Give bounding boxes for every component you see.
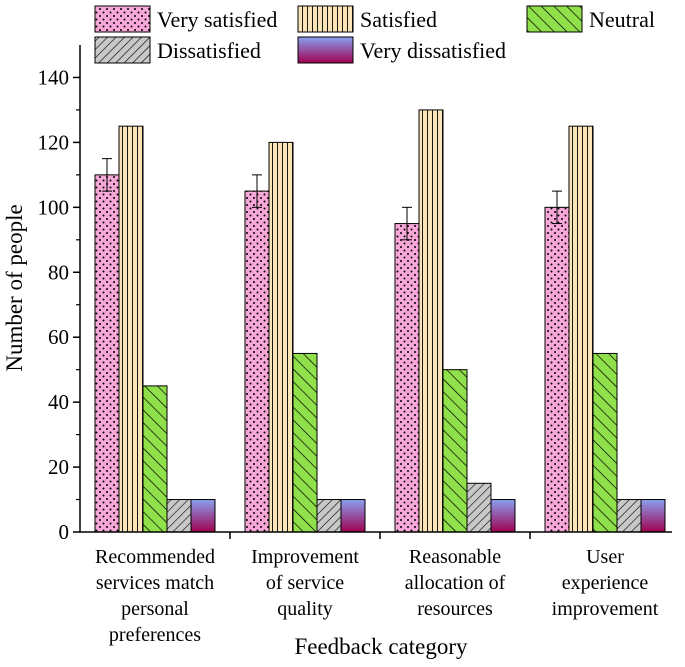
x-tick-label-line: Reasonable [409, 546, 501, 568]
legend-swatch-satisfied [297, 5, 354, 33]
legend-item-very-dissatisfied: Very dissatisfied [297, 36, 506, 64]
bar-neutral-3 [442, 369, 468, 533]
error-bar-very-satisfied-1 [102, 158, 112, 192]
x-tick-label-line: services match [96, 572, 214, 594]
legend-swatch-very-dissatisfied [297, 36, 354, 64]
x-tick-label-line: improvement [552, 598, 659, 620]
x-tick-label-4: User experience improvement [552, 546, 659, 620]
x-tick-label-line: allocation of [405, 572, 506, 594]
bar-dissatisfied-4 [616, 499, 642, 533]
x-tick-label-line: of service [266, 572, 344, 594]
error-bar-very-satisfied-4 [552, 190, 562, 225]
y-axis-title: Number of people [2, 204, 27, 371]
bar-very-dissatisfied-1 [190, 499, 216, 533]
y-tick-label-40: 40 [48, 390, 69, 414]
bar-very-satisfied-2 [244, 190, 270, 533]
error-bar-very-satisfied-3 [402, 206, 412, 241]
legend-swatch-very-satisfied [94, 5, 151, 33]
x-axis-title: Feedback category [294, 634, 468, 659]
legend-item-dissatisfied: Dissatisfied [94, 36, 261, 64]
bar-satisfied-4 [568, 125, 594, 533]
y-tick-label-120: 120 [38, 130, 70, 154]
bar-very-satisfied-4 [544, 206, 570, 533]
bar-dissatisfied-3 [466, 482, 492, 533]
legend-label-dissatisfied: Dissatisfied [157, 38, 261, 63]
y-tick-label-60: 60 [48, 325, 69, 349]
legend-item-neutral: Neutral [526, 5, 655, 33]
legend-swatch-dissatisfied [94, 36, 151, 64]
x-tick-label-line: quality [277, 598, 333, 620]
bar-dissatisfied-2 [316, 499, 342, 533]
bar-dissatisfied-1 [166, 499, 192, 533]
x-tick-label-line: User [586, 546, 624, 568]
bar-satisfied-2 [268, 141, 294, 533]
bar-very-dissatisfied-2 [340, 499, 366, 533]
x-tick-label-1: Recommended services match personal prefere… [95, 546, 215, 646]
legend: Very satisfied Satisfied Neutral Dissatisfi… [94, 5, 655, 64]
y-tick-label-100: 100 [38, 195, 70, 219]
legend-swatch-neutral [526, 5, 583, 33]
x-tick-label-line: Improvement [251, 546, 359, 568]
bars-layer [94, 109, 666, 533]
bar-neutral-4 [592, 352, 618, 533]
legend-label-satisfied: Satisfied [360, 7, 437, 32]
x-tick-label-line: resources [417, 598, 493, 620]
legend-label-very-satisfied: Very satisfied [157, 7, 277, 32]
bar-neutral-2 [292, 352, 318, 533]
y-tick-label-80: 80 [48, 260, 69, 284]
bar-very-satisfied-1 [94, 174, 120, 533]
y-tick-label-20: 20 [48, 455, 69, 479]
axes-layer: 0 20 40 60 80 100 120 140 Recommended services ma… [2, 45, 672, 659]
bar-very-satisfied-3 [394, 223, 420, 533]
legend-item-satisfied: Satisfied [297, 5, 437, 33]
y-tick-label-140: 140 [38, 65, 70, 89]
error-bar-very-satisfied-2 [252, 174, 262, 208]
bar-satisfied-3 [418, 109, 444, 533]
legend-label-neutral: Neutral [589, 7, 655, 32]
x-tick-label-line: personal [121, 598, 189, 620]
legend-item-very-satisfied: Very satisfied [94, 5, 277, 33]
legend-label-very-dissatisfied: Very dissatisfied [360, 38, 506, 63]
bar-neutral-1 [142, 385, 168, 533]
bar-very-dissatisfied-4 [640, 499, 666, 533]
y-tick-label-0: 0 [59, 520, 70, 544]
x-tick-label-line: experience [562, 572, 649, 594]
x-tick-label-line: preferences [109, 624, 201, 646]
bar-very-dissatisfied-3 [490, 499, 516, 533]
x-tick-label-3: Reasonable allocation of resources [405, 546, 506, 620]
x-tick-label-2: Improvement of service quality [251, 546, 359, 620]
x-tick-label-line: Recommended [95, 546, 215, 568]
bar-satisfied-1 [118, 125, 144, 533]
